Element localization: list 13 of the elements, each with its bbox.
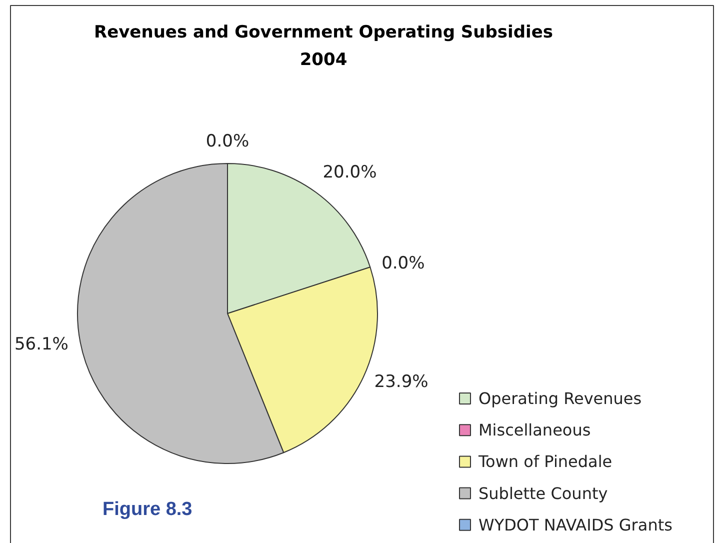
caption: Figure 8.3 <box>102 499 192 520</box>
legend-label: Operating Revenues <box>478 389 642 408</box>
chart-subtitle: 2004 <box>300 50 348 70</box>
legend-label: Miscellaneous <box>478 420 591 440</box>
legend-label: WYDOT NAVAIDS Grants <box>478 515 672 534</box>
data-label: 23.9% <box>374 372 428 392</box>
legend-label: Town of Pinedale <box>478 452 612 472</box>
data-label: 20.0% <box>322 162 377 182</box>
text: 0.0% <box>382 253 425 274</box>
legend-label: Sublette County <box>478 484 608 503</box>
text: 0.0% <box>206 132 250 152</box>
chart-title: Revenues and Government Operating Subsidies <box>94 22 554 42</box>
data-label: 56.1% <box>14 334 68 354</box>
